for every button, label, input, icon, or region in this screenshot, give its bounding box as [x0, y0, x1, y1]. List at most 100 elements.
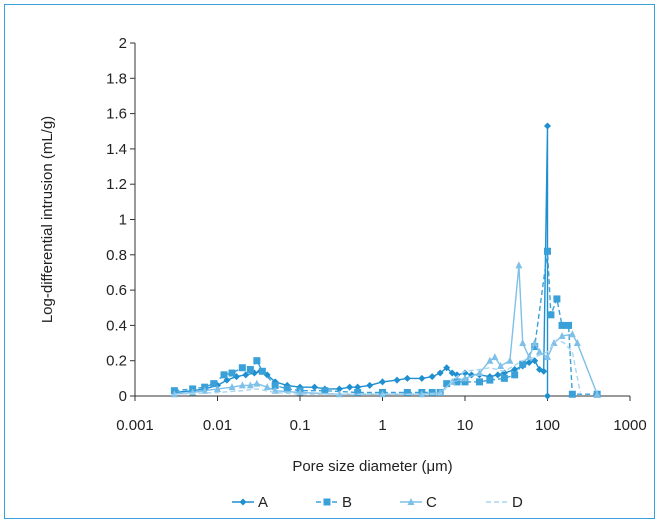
- data-point-B: [476, 378, 484, 386]
- data-point-B: [453, 378, 461, 386]
- y-axis-label: Log-differential intrusion (mL/g): [39, 116, 56, 323]
- data-point-A: [461, 369, 469, 377]
- data-point-B: [558, 321, 566, 329]
- data-point-B: [544, 247, 551, 255]
- data-point-B: [486, 376, 494, 384]
- data-point-C: [519, 339, 527, 347]
- legend-marker-A: [239, 498, 247, 506]
- data-point-B: [210, 380, 218, 388]
- legend-label-B: B: [342, 494, 352, 511]
- data-point-C: [486, 356, 494, 364]
- data-point-A: [346, 383, 354, 391]
- data-point-B: [253, 357, 261, 365]
- x-tick-label: 0.1: [290, 417, 311, 434]
- data-point-B: [428, 388, 436, 396]
- y-tick-label: 0: [119, 388, 127, 405]
- data-point-B: [271, 381, 279, 389]
- data-point-B: [531, 343, 539, 351]
- data-point-A: [418, 374, 426, 382]
- data-point-C: [506, 356, 514, 364]
- data-point-B: [553, 295, 561, 303]
- data-point-B: [246, 366, 254, 374]
- data-point-C: [550, 339, 558, 347]
- data-point-A: [525, 358, 533, 366]
- data-point-C: [536, 347, 544, 355]
- legend-marker-C: [407, 498, 415, 505]
- data-point-A: [311, 383, 319, 391]
- data-point-A: [366, 381, 374, 389]
- data-point-B: [443, 380, 451, 388]
- data-point-A: [379, 378, 386, 386]
- data-point-B: [283, 385, 291, 393]
- data-point-A: [223, 376, 231, 384]
- legend-label-D: D: [512, 494, 523, 511]
- data-point-C: [531, 339, 539, 347]
- y-tick-label: 1.4: [106, 141, 127, 158]
- data-point-A: [443, 364, 451, 372]
- data-point-B: [354, 388, 362, 396]
- legend-marker-B: [323, 498, 331, 506]
- data-point-A: [544, 392, 551, 400]
- data-point-C: [263, 383, 271, 391]
- data-point-A: [544, 122, 551, 130]
- data-point-C: [568, 330, 576, 338]
- data-point-B: [500, 374, 508, 382]
- data-point-A: [393, 376, 401, 384]
- y-tick-label: 1.6: [106, 106, 127, 123]
- data-point-A: [531, 357, 539, 365]
- y-tick-label: 0.4: [106, 317, 127, 334]
- x-tick-label: 0.01: [203, 417, 232, 434]
- data-point-B: [568, 390, 576, 398]
- data-point-C: [515, 261, 523, 269]
- data-point-C: [461, 374, 469, 382]
- data-point-A: [354, 383, 362, 391]
- x-tick-label: 1000: [613, 417, 646, 434]
- x-tick-label: 1: [378, 417, 386, 434]
- data-point-A: [436, 369, 444, 377]
- x-tick-label: 100: [535, 417, 560, 434]
- legend-label-C: C: [426, 494, 437, 511]
- data-point-B: [220, 371, 228, 379]
- data-point-B: [547, 311, 555, 319]
- y-tick-label: 0.2: [106, 353, 127, 370]
- data-point-B: [258, 367, 266, 375]
- series-line-D: [174, 338, 581, 395]
- data-point-A: [540, 367, 548, 375]
- data-point-B: [565, 321, 573, 329]
- data-point-C: [335, 390, 343, 398]
- data-point-B: [228, 369, 236, 377]
- data-point-C: [238, 381, 246, 389]
- data-point-B: [403, 388, 411, 396]
- data-point-C: [544, 353, 551, 361]
- data-point-A: [453, 371, 461, 379]
- data-point-A: [403, 374, 411, 382]
- data-point-B: [321, 387, 329, 395]
- data-point-C: [201, 386, 209, 394]
- data-point-C: [228, 383, 236, 391]
- data-point-A: [511, 366, 519, 374]
- data-point-A: [335, 385, 343, 393]
- legend-label-A: A: [258, 494, 268, 511]
- y-tick-label: 0.8: [106, 247, 127, 264]
- series-line-A: [174, 125, 549, 396]
- y-tick-label: 2: [119, 35, 127, 52]
- data-point-A: [242, 371, 250, 379]
- data-point-C: [497, 361, 505, 369]
- y-tick-label: 0.6: [106, 282, 127, 299]
- data-point-A: [428, 373, 436, 381]
- y-tick-label: 1.8: [106, 70, 127, 87]
- data-point-C: [246, 381, 254, 389]
- x-tick-label: 0.001: [116, 417, 154, 434]
- data-point-C: [214, 384, 221, 392]
- data-point-B: [461, 378, 469, 386]
- data-point-C: [573, 339, 581, 347]
- data-point-B: [519, 360, 527, 368]
- data-point-C: [593, 390, 601, 398]
- data-point-C: [476, 369, 484, 377]
- data-point-C: [491, 353, 499, 361]
- data-point-B: [238, 364, 246, 372]
- data-point-C: [558, 331, 566, 339]
- data-point-C: [253, 379, 261, 387]
- data-point-A: [494, 371, 502, 379]
